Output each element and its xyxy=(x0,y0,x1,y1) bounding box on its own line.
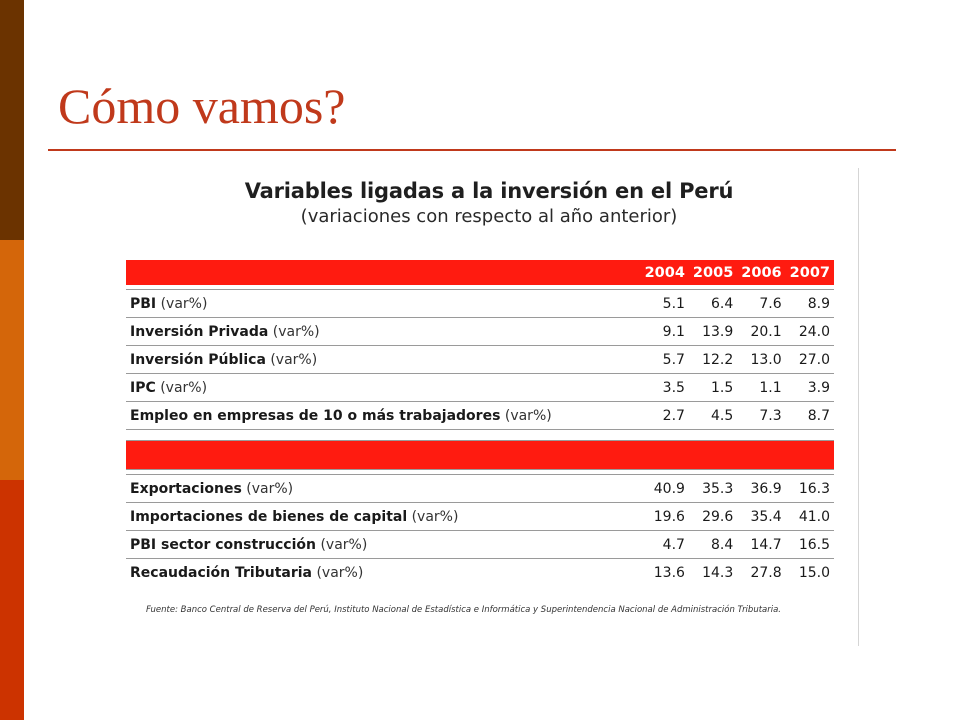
cell-value: 4.7 xyxy=(634,530,689,559)
cell-value: 6.4 xyxy=(688,289,738,318)
header-label-cell xyxy=(126,260,635,285)
cell-value: 9.1 xyxy=(634,317,689,346)
cell-value: 40.9 xyxy=(634,474,689,503)
row-label: Exportaciones (var%) xyxy=(126,474,635,503)
table-header-row: 2004 2005 2006 2007 xyxy=(126,260,834,285)
header-year: 2005 xyxy=(692,264,734,281)
table-row: Inversión Pública (var%) 5.7 12.2 13.0 2… xyxy=(126,345,834,374)
row-label: IPC (var%) xyxy=(126,373,635,402)
cell-value: 5.1 xyxy=(634,289,689,318)
table-row: Importaciones de bienes de capital (var%… xyxy=(126,502,834,531)
row-unit: (var%) xyxy=(160,379,208,396)
row-label: Inversión Privada (var%) xyxy=(126,317,635,346)
cell-value: 29.6 xyxy=(688,502,738,531)
row-label: PBI sector construcción (var%) xyxy=(126,530,635,559)
row-unit: (var%) xyxy=(504,407,552,424)
header-year: 2007 xyxy=(789,264,830,281)
cell-value: 12.2 xyxy=(688,345,738,374)
cell-value: 4.5 xyxy=(688,401,738,430)
source-note: Fuente: Banco Central de Reserva del Per… xyxy=(146,605,782,615)
cell-value: 27.8 xyxy=(750,564,782,581)
cell-value: 35.4 xyxy=(737,502,786,531)
row-name: Recaudación Tributaria xyxy=(130,564,313,581)
cell-value: 3.5 xyxy=(634,373,689,402)
sidebar-band-top xyxy=(0,0,24,240)
cell-value: 1.5 xyxy=(688,373,738,402)
cell-value: 1.1 xyxy=(737,373,786,402)
cell-value: 3.9 xyxy=(785,373,834,402)
table-row: PBI (var%) 5.1 6.4 7.6 8.9 xyxy=(126,289,834,318)
cell-value: 15.0 xyxy=(798,564,830,581)
row-label: Recaudación Tributaria (var%) xyxy=(126,559,635,587)
section-separator-bar xyxy=(126,440,834,470)
cell-value: 13.0 xyxy=(737,345,786,374)
table-row: PBI sector construcción (var%) 4.7 8.4 1… xyxy=(126,530,834,559)
header-year: 2004 xyxy=(644,264,685,281)
cell-value: 13.6 xyxy=(653,564,685,581)
cell-value: 36.9 xyxy=(737,474,786,503)
row-name: PBI xyxy=(130,295,157,312)
cell-value: 14.7 xyxy=(737,530,786,559)
cell-value: 19.6 xyxy=(634,502,689,531)
row-unit: (var%) xyxy=(320,536,368,553)
cell-value: 16.5 xyxy=(785,530,834,559)
row-unit: (var%) xyxy=(246,480,294,497)
table-image-panel: Variables ligadas a la inversión en el P… xyxy=(120,168,859,646)
row-name: PBI sector construcción xyxy=(130,536,316,553)
cell-value: 20.1 xyxy=(737,317,786,346)
table-row: Exportaciones (var%) 40.9 35.3 36.9 16.3 xyxy=(126,474,834,503)
cell-value: 7.6 xyxy=(737,289,786,318)
row-unit: (var%) xyxy=(160,295,208,312)
cell-value: 2.7 xyxy=(634,401,689,430)
cell-value: 14.3 xyxy=(702,564,734,581)
row-label: Inversión Pública (var%) xyxy=(126,345,635,374)
cell-value: 13.9 xyxy=(688,317,738,346)
table-subtitle: (variaciones con respecto al año anterio… xyxy=(300,206,678,227)
row-label: Importaciones de bienes de capital (var%… xyxy=(126,502,635,531)
title-underline xyxy=(48,149,896,151)
slide-sidebar xyxy=(0,0,24,720)
row-unit: (var%) xyxy=(272,323,320,340)
cell-value: 8.7 xyxy=(785,401,834,430)
row-unit: (var%) xyxy=(270,351,318,368)
row-label: PBI (var%) xyxy=(126,289,635,318)
row-unit: (var%) xyxy=(316,564,364,581)
row-unit: (var%) xyxy=(411,508,459,525)
cell-value: 5.7 xyxy=(634,345,689,374)
cell-value: 8.4 xyxy=(688,530,738,559)
cell-value: 7.3 xyxy=(737,401,786,430)
sidebar-band-bottom xyxy=(0,480,24,720)
row-name: Importaciones de bienes de capital xyxy=(130,508,408,525)
table-row: Recaudación Tributaria (var%) 13.6 14.3 … xyxy=(126,559,834,587)
header-year: 2006 xyxy=(741,264,782,281)
row-name: Empleo en empresas de 10 o más trabajado… xyxy=(130,407,501,424)
row-name: Exportaciones xyxy=(130,480,242,497)
row-label: Empleo en empresas de 10 o más trabajado… xyxy=(126,401,635,430)
table-row: IPC (var%) 3.5 1.5 1.1 3.9 xyxy=(126,373,834,402)
table-title: Variables ligadas a la inversión en el P… xyxy=(244,179,734,203)
cell-value: 35.3 xyxy=(688,474,738,503)
table-row: Inversión Privada (var%) 9.1 13.9 20.1 2… xyxy=(126,317,834,346)
cell-value: 24.0 xyxy=(785,317,834,346)
row-name: IPC xyxy=(130,379,156,396)
row-name: Inversión Pública xyxy=(130,351,266,368)
investment-variables-table: 2004 2005 2006 2007 PBI (var%) 5.1 6.4 7… xyxy=(126,260,834,586)
cell-value: 27.0 xyxy=(785,345,834,374)
sidebar-band-middle xyxy=(0,240,24,480)
row-name: Inversión Privada xyxy=(130,323,269,340)
slide-title: Cómo vamos? xyxy=(58,78,346,134)
cell-value: 16.3 xyxy=(785,474,834,503)
cell-value: 41.0 xyxy=(785,502,834,531)
table-row: Empleo en empresas de 10 o más trabajado… xyxy=(126,401,834,430)
cell-value: 8.9 xyxy=(785,289,834,318)
